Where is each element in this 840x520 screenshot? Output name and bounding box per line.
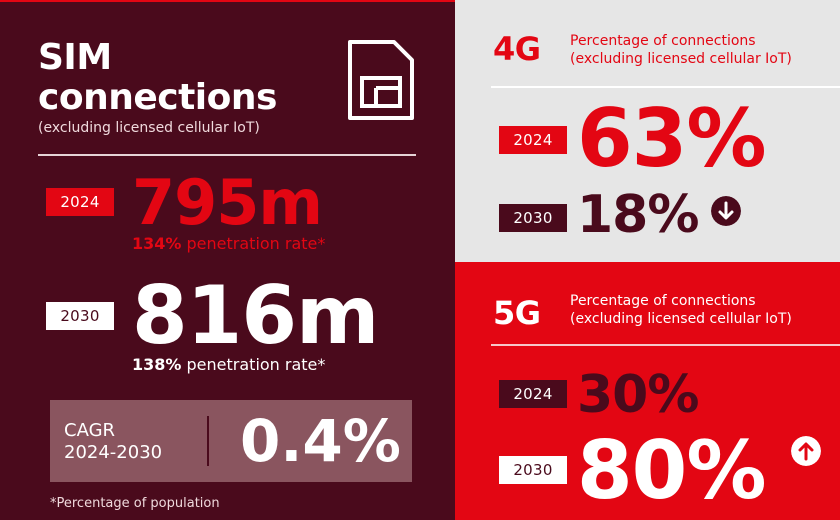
5g-2030-value: 80% xyxy=(577,424,766,517)
cagr-divider xyxy=(207,416,209,466)
year-badge-2024: 2024 xyxy=(499,380,567,408)
cagr-box: CAGR 2024-2030 0.4% xyxy=(50,400,412,482)
4g-2024-value: 63% xyxy=(577,92,766,185)
footnote: *Percentage of population xyxy=(50,496,220,511)
4g-label: 4G xyxy=(493,30,541,68)
year-badge-2024: 2024 xyxy=(46,188,114,216)
4g-panel: 4G Percentage of connections (excluding … xyxy=(455,0,840,262)
down-arrow-icon xyxy=(711,196,741,226)
year-badge-2030: 2030 xyxy=(46,302,114,330)
5g-2024-value: 30% xyxy=(577,365,699,425)
5g-label: 5G xyxy=(493,294,541,332)
divider xyxy=(491,344,840,346)
sim-2030-penetration: 138% penetration rate* xyxy=(132,355,326,374)
4g-2030-value: 18% xyxy=(577,185,699,245)
sim-2024-penetration: 134% penetration rate* xyxy=(132,234,326,253)
year-badge-2024: 2024 xyxy=(499,126,567,154)
sim-subtitle: (excluding licensed cellular IoT) xyxy=(38,120,260,136)
cagr-value: 0.4% xyxy=(240,407,401,475)
4g-description: Percentage of connections (excluding lic… xyxy=(570,33,792,67)
cagr-label: CAGR 2024-2030 xyxy=(64,420,163,463)
divider xyxy=(491,86,840,88)
sim-2030-value: 816m xyxy=(132,269,379,362)
sim-card-icon xyxy=(348,40,414,120)
year-badge-2030: 2030 xyxy=(499,204,567,232)
sim-connections-panel: SIM connections (excluding licensed cell… xyxy=(0,0,455,511)
year-badge-2030: 2030 xyxy=(499,456,567,484)
5g-description: Percentage of connections (excluding lic… xyxy=(570,293,792,327)
sim-title: SIM connections xyxy=(38,37,277,118)
sim-2024-value: 795m xyxy=(132,166,323,239)
divider xyxy=(38,154,416,156)
5g-panel: 5G Percentage of connections (excluding … xyxy=(455,262,840,520)
up-arrow-icon xyxy=(791,436,821,466)
